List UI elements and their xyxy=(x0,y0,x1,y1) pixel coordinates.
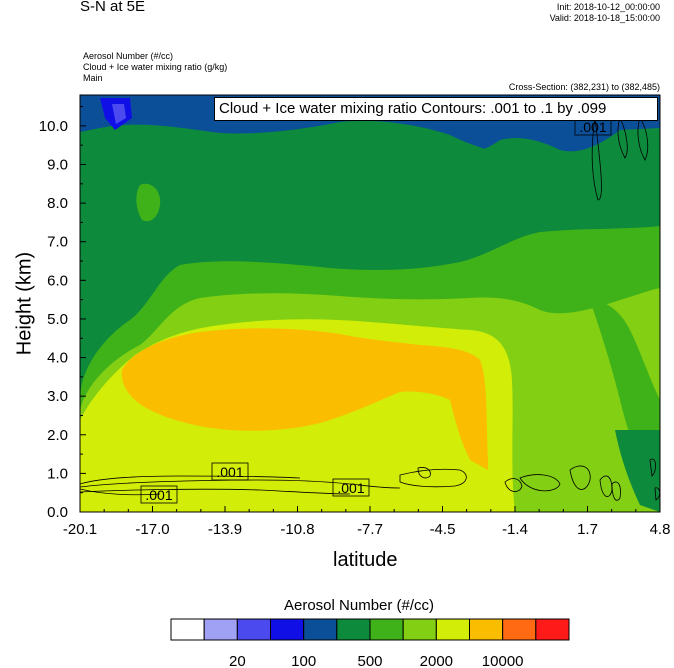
colorbar-swatch xyxy=(535,618,570,641)
colorbar-title: Aerosol Number (#/cc) xyxy=(284,597,435,614)
shade-20-100-core xyxy=(112,104,126,124)
contour-line xyxy=(80,475,301,485)
contour-loop xyxy=(504,478,523,492)
cloud-contours xyxy=(80,116,660,501)
shade-orange xyxy=(121,328,488,470)
contour-title: Cloud + Ice water mixing ratio Contours:… xyxy=(219,100,607,117)
x-tick-label: -13.9 xyxy=(208,521,242,538)
y-tick-label: 6.0 xyxy=(47,272,68,289)
plot-title: S-N at 5E xyxy=(80,0,146,15)
shade-right-dark xyxy=(615,430,660,512)
shade-2000-patch xyxy=(136,183,161,222)
x-tick-label: -20.1 xyxy=(63,521,97,538)
contour-line xyxy=(80,488,161,496)
contour-line xyxy=(80,479,401,489)
y-tick-label: 3.0 xyxy=(47,388,68,405)
x-tick-label: -1.4 xyxy=(502,521,528,538)
colorbar-swatch xyxy=(336,618,371,641)
colorbar-swatch xyxy=(236,618,271,641)
colorbar-label: 100 xyxy=(291,653,316,668)
contour-label: .001 xyxy=(216,464,243,480)
contour-loop xyxy=(649,458,656,477)
contour-loop xyxy=(417,467,431,479)
x-tick-label: 4.8 xyxy=(650,521,671,538)
contour-label: .001 xyxy=(145,487,172,503)
cross-section-label: Cross-Section: (382,231) to (382,485) xyxy=(508,82,660,92)
colorbar-swatch xyxy=(203,618,238,641)
x-tick-label: -4.5 xyxy=(430,521,456,538)
y-tick-label: 0.0 xyxy=(47,504,68,521)
colorbar-swatch xyxy=(303,618,338,641)
colorbar-label: 500 xyxy=(357,653,382,668)
colorbar-swatch xyxy=(369,618,404,641)
colorbar-swatch xyxy=(170,618,205,641)
x-tick-label: 1.7 xyxy=(577,521,598,538)
colorbar-swatch xyxy=(270,618,305,641)
y-axis-label: Height (km) xyxy=(13,251,36,356)
contour-line xyxy=(80,488,351,495)
colorbar-swatch xyxy=(435,618,471,641)
contour-loop xyxy=(399,468,467,488)
contour-label-box xyxy=(211,462,249,481)
contour-loop xyxy=(611,481,621,501)
field-label-main: Main xyxy=(83,73,103,83)
y-tick-label: 4.0 xyxy=(47,350,68,367)
y-tick-label: 2.0 xyxy=(47,427,68,444)
axis-ticks: -20.1 -17.0 -13.9 -10.8 -7.7 -4.5 -1.4 1.7 4.8 0.… xyxy=(39,106,671,538)
y-tick-label: 7.0 xyxy=(47,234,68,251)
contour-loop xyxy=(617,116,628,159)
contour-labels: .001 .001 .001 .001 xyxy=(140,117,612,504)
colorbar-swatch xyxy=(402,618,437,641)
contour-loop xyxy=(637,117,649,161)
x-axis-label: latitude xyxy=(333,549,398,571)
y-tick-label: 9.0 xyxy=(47,157,68,174)
contour-title-box: Cloud + Ice water mixing ratio Contours:… xyxy=(214,97,658,121)
colorbar-label: 2000 xyxy=(420,653,453,668)
y-tick-label: 5.0 xyxy=(47,311,68,328)
contour-label-box xyxy=(140,485,178,504)
x-tick-label: -10.8 xyxy=(280,521,314,538)
field-label-aerosol: Aerosol Number (#/cc) xyxy=(83,51,174,61)
colorbar-swatch xyxy=(502,618,537,641)
contour-label: .001 xyxy=(337,480,364,496)
valid-time: Valid: 2018-10-18_15:00:00 xyxy=(549,13,660,23)
init-time: Init: 2018-10-12_00:00:00 xyxy=(556,2,660,12)
contour-loop xyxy=(519,474,561,492)
field-label-cloud: Cloud + Ice water mixing ratio (g/kg) xyxy=(83,62,228,72)
y-tick-label: 10.0 xyxy=(39,118,68,135)
x-tick-label: -7.7 xyxy=(357,521,383,538)
contour-loop xyxy=(569,465,591,490)
contour-loop xyxy=(591,117,602,201)
colorbar-label: 10000 xyxy=(482,653,524,668)
colorbar-label: 20 xyxy=(229,653,246,668)
colorbar-swatch xyxy=(469,618,504,641)
shade-500-2000-upper xyxy=(300,128,660,173)
y-tick-label: 8.0 xyxy=(47,195,68,212)
contour-label: .001 xyxy=(579,119,606,135)
y-tick-label: 1.0 xyxy=(47,465,68,482)
colorbar: 20 100 500 2000 10000 xyxy=(170,618,570,668)
aerosol-shading xyxy=(80,95,660,512)
x-tick-label: -17.0 xyxy=(135,521,169,538)
contour-label-box xyxy=(332,478,370,497)
